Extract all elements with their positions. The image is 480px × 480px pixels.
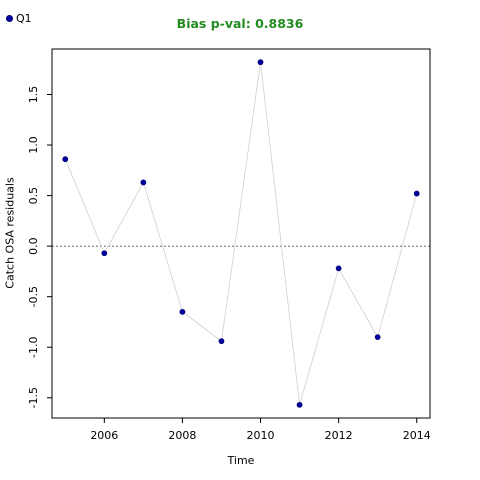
legend: Q1 <box>6 12 32 25</box>
data-point <box>335 265 342 272</box>
y-tick-label: -0.5 <box>27 286 40 307</box>
data-point <box>374 334 381 341</box>
data-point <box>179 308 186 315</box>
x-tick-label: 2014 <box>403 429 431 442</box>
plot-frame <box>51 48 431 419</box>
y-tick-label: 1.0 <box>27 136 40 154</box>
y-tick-label: 0.5 <box>27 187 40 205</box>
x-tick-label: 2008 <box>168 429 196 442</box>
y-axis-label: Catch OSA residuals <box>3 177 17 289</box>
data-point <box>218 338 225 345</box>
legend-label-q1: Q1 <box>16 12 32 25</box>
series-line-q1 <box>64 62 418 405</box>
data-point <box>101 250 108 257</box>
y-tick-label: 1.5 <box>27 86 40 104</box>
y-tick-label: 0.0 <box>27 237 40 255</box>
data-point <box>62 156 69 163</box>
x-tick-label: 2012 <box>325 429 353 442</box>
data-point <box>296 401 303 408</box>
chart-title: Bias p-val: 0.8836 <box>176 16 304 31</box>
y-tick-label: -1.5 <box>27 387 40 408</box>
x-tick-label: 2006 <box>90 429 118 442</box>
data-point <box>257 59 264 66</box>
data-point <box>140 179 147 186</box>
legend-marker-q1 <box>6 15 13 22</box>
x-axis-label: Time <box>227 454 255 467</box>
x-tick-label: 2010 <box>247 429 275 442</box>
data-point <box>413 190 420 197</box>
y-tick-label: -1.0 <box>27 336 40 357</box>
